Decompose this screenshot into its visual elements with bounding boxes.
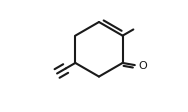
Text: O: O <box>138 61 147 70</box>
